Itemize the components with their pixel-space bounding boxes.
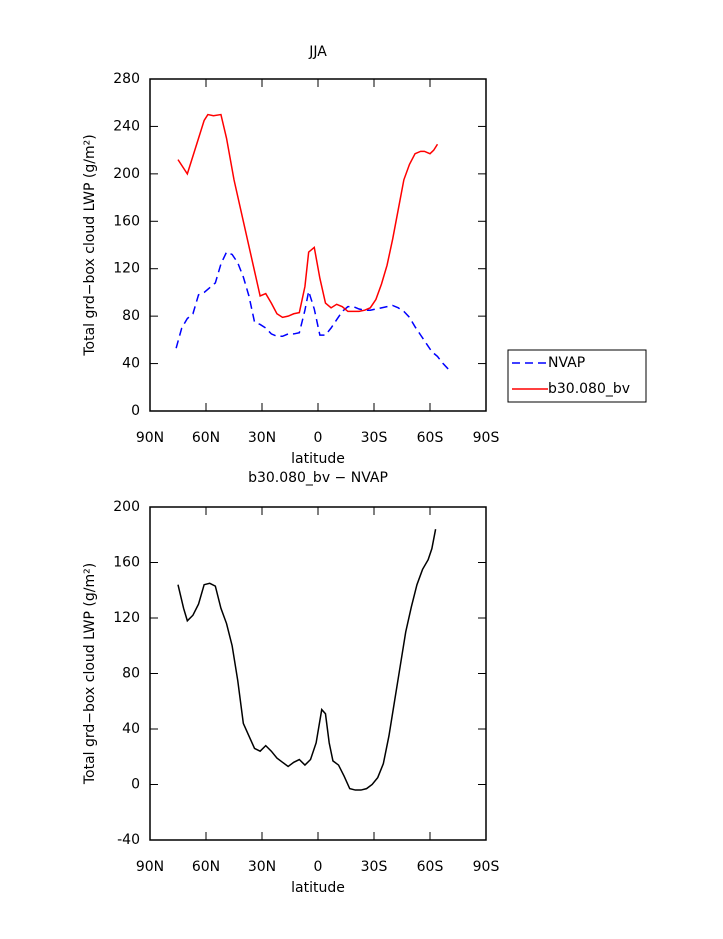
y-tick-label: 80 (122, 666, 140, 682)
x-tick-label: 90S (473, 859, 500, 875)
x-tick-label: 90N (136, 430, 164, 446)
x-tick-label: 60S (417, 859, 444, 875)
x-tick-label: 60N (192, 430, 220, 446)
plot-frame (149, 506, 487, 841)
x-tick-label: 0 (314, 859, 323, 875)
y-axis-label: Total grd−box cloud LWP (g/m²) (82, 563, 98, 785)
x-tick-label: 60N (192, 859, 220, 875)
x-tick-label: 30S (361, 430, 388, 446)
data-line (175, 251, 450, 371)
x-tick-label: 30N (248, 859, 276, 875)
legend-box (507, 349, 647, 403)
chart-title: b30.080_bv − NVAP (248, 470, 388, 486)
x-tick-label: 60S (417, 430, 444, 446)
plot-frame (149, 78, 487, 412)
y-tick-label: 40 (122, 721, 140, 737)
chart-title: JJA (308, 44, 327, 60)
y-tick-label: 120 (113, 610, 140, 626)
y-tick-label: 200 (113, 166, 140, 182)
y-tick-label: 0 (131, 777, 140, 793)
x-tick-label: 90S (473, 430, 500, 446)
y-tick-label: 160 (113, 213, 140, 229)
y-tick-label: 40 (122, 356, 140, 372)
x-tick-label: 30S (361, 859, 388, 875)
x-tick-label: 90N (136, 859, 164, 875)
data-line (177, 529, 437, 791)
y-tick-label: 160 (113, 555, 140, 571)
y-tick-label: 120 (113, 261, 140, 277)
legend-label: NVAP (548, 355, 585, 371)
y-tick-label: 0 (131, 403, 140, 419)
y-axis-label: Total grd−box cloud LWP (g/m²) (82, 134, 98, 356)
x-tick-label: 30N (248, 430, 276, 446)
y-tick-label: 240 (113, 118, 140, 134)
y-tick-label: -40 (117, 832, 140, 848)
y-tick-label: 80 (122, 308, 140, 324)
y-tick-label: 200 (113, 499, 140, 515)
x-tick-label: 0 (314, 430, 323, 446)
x-axis-label: latitude (291, 880, 345, 896)
legend-label: b30.080_bv (548, 381, 630, 397)
x-axis-label: latitude (291, 451, 345, 467)
y-tick-label: 280 (113, 71, 140, 87)
data-line (177, 113, 439, 319)
